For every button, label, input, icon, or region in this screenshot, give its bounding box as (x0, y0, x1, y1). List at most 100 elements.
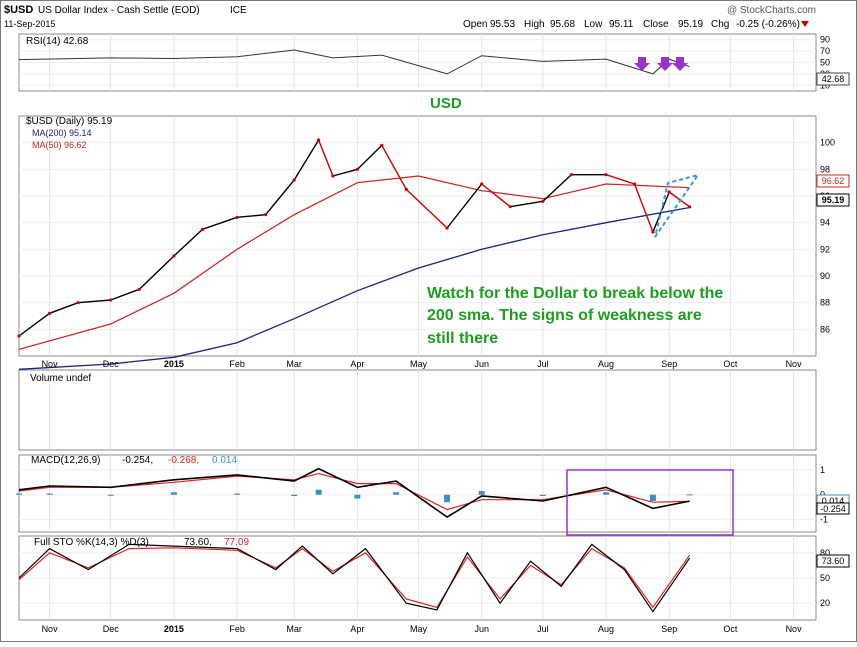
price-point (569, 173, 573, 177)
volume-legend: Volume undef (30, 373, 91, 384)
price-segment (265, 179, 295, 216)
x-tick-label: May (410, 624, 428, 634)
x-tick-label: Jul (537, 359, 549, 369)
price-segment (332, 168, 358, 177)
x-tick-label: Nov (786, 359, 803, 369)
x-tick-label: Nov (786, 624, 803, 634)
price-tick-label: 100 (820, 138, 835, 148)
price-segment (381, 144, 407, 190)
price-point (632, 182, 637, 186)
macd-histogram-bar (478, 491, 485, 495)
macd-legend-signal: -0.268, (168, 455, 199, 466)
price-point (235, 215, 239, 219)
macd-legend-macd: -0.254, (122, 455, 153, 466)
sto-legend-name: Full STO %K(14,3) %D(3) (34, 537, 149, 548)
sto-tick-label: 80 (820, 548, 830, 558)
macd-histogram-bar (354, 494, 361, 499)
price-point (355, 167, 359, 171)
instrument-name: US Dollar Index - Cash Settle (EOD) (38, 5, 200, 16)
macd-series (16, 467, 693, 519)
price-segment (446, 183, 483, 229)
price-segment (110, 288, 140, 301)
price-point (445, 226, 449, 230)
macd-histogram-bar (393, 492, 400, 495)
ma200-line (18, 206, 690, 370)
price-segment (173, 228, 203, 257)
price-segment (49, 302, 79, 314)
low-label: Low (584, 19, 603, 30)
price-segment (317, 139, 334, 177)
price-segment (405, 188, 448, 229)
ma50-series (18, 175, 690, 350)
x-tick-label: 2015 (164, 359, 184, 369)
sto-tick-label: 50 (820, 573, 830, 583)
sto-k-line (18, 543, 691, 613)
chg-label: Chg (711, 19, 729, 30)
price-point (172, 254, 176, 258)
price-point (604, 173, 608, 177)
x-tick-label: Apr (350, 624, 364, 634)
price-point (317, 138, 321, 142)
price-legend: $USD (Daily) 95.19 (26, 116, 113, 127)
rsi-legend: RSI(14) 42.68 (26, 36, 89, 47)
price-point (380, 143, 384, 147)
close-label: Close (643, 19, 669, 30)
close-last-value: 95.19 (822, 195, 845, 205)
price-point (47, 311, 52, 315)
x-tick-label: Aug (598, 359, 614, 369)
price-tick-label: 94 (820, 218, 830, 228)
price-point (331, 174, 335, 178)
ma200-legend: MA(200) 95.14 (32, 128, 92, 138)
annotation-line-2: 200 sma. The signs of weakness are (427, 307, 702, 324)
x-tick-label: Apr (350, 359, 364, 369)
macd-histogram-bar (291, 494, 298, 496)
rsi-tick-label: 50 (820, 58, 830, 68)
macd-histogram-bar (46, 493, 53, 495)
sto-tick-label: 20 (820, 598, 830, 608)
macd-tick-label: 1 (820, 465, 825, 475)
price-point (480, 182, 484, 186)
value-tags: 42.68 96.62 95.19 0.014 -0.254 73.60 (816, 72, 850, 568)
x-tick-label: Jul (537, 624, 549, 634)
ma50-line (18, 175, 690, 350)
x-tick-label: Feb (229, 624, 245, 634)
chg-value: -0.25 (-0.26%) (736, 19, 800, 30)
x-tick-label: Jun (474, 624, 489, 634)
macd-histogram-bar (107, 494, 114, 496)
price-segment (18, 312, 50, 337)
price-point (508, 205, 512, 209)
price-segment (605, 174, 635, 185)
price-point (651, 230, 655, 234)
price-segment (481, 183, 511, 208)
rsi-series (18, 49, 690, 75)
macd-hist-last: 0.014 (822, 496, 845, 506)
price-point (137, 287, 141, 291)
annotation-line-3: still there (427, 330, 498, 347)
rsi-tick-label: 70 (820, 46, 830, 56)
rising-wedge-outline (654, 173, 701, 238)
close-value: 95.19 (678, 19, 703, 30)
ma50-legend: MA(50) 96.62 (32, 140, 87, 150)
macd-legend-name: MACD(12,26,9) (31, 455, 100, 466)
price-segment (542, 174, 572, 202)
high-value: 95.68 (550, 19, 575, 30)
macd-highlight-box (566, 469, 734, 536)
x-tick-label: Oct (723, 624, 738, 634)
macd-signal-line (18, 472, 690, 511)
macd-last-value: -0.254 (820, 504, 846, 514)
price-segment (237, 213, 266, 219)
rsi-last-value: 42.68 (822, 74, 845, 84)
price-segment (78, 299, 111, 304)
low-value: 95.11 (609, 19, 634, 30)
panel-macd (18, 454, 817, 533)
open-value: 95.53 (490, 19, 515, 30)
x-tick-label: Nov (42, 624, 59, 634)
x-tick-label: Jun (474, 359, 489, 369)
x-tick-label: Nov (42, 359, 59, 369)
ma50-last-tag (816, 174, 850, 188)
x-tick-label: Dec (103, 359, 120, 369)
open-label: Open (463, 19, 487, 30)
macd-histogram-bar (686, 494, 693, 496)
rsi-line (18, 49, 690, 75)
